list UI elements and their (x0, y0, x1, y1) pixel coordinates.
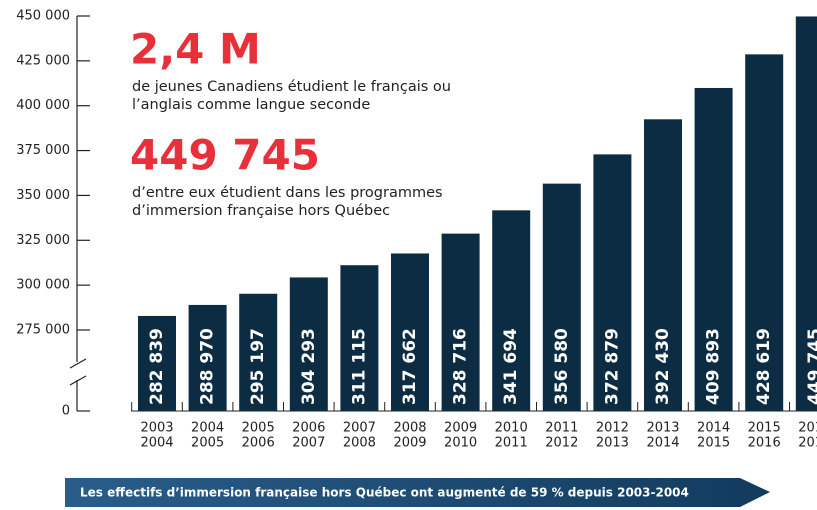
value-label: 341 694 (501, 328, 521, 405)
x-tick-label: 2003 (140, 421, 173, 436)
x-tick-label: 2014 (646, 436, 679, 451)
value-label: 449 745 (805, 328, 817, 405)
x-tick-label: 2013 (646, 421, 679, 436)
y-tick-label: 300 000 (16, 278, 70, 293)
x-tick-label: 2006 (242, 436, 275, 451)
value-label: 288 970 (198, 328, 218, 405)
axis-break (69, 358, 87, 369)
y-tick-label: 425 000 (16, 53, 70, 68)
value-label: 409 893 (704, 328, 724, 405)
x-tick-label: 2015 (697, 436, 730, 451)
x-tick-label: 2015 (748, 421, 781, 436)
bar (694, 87, 733, 412)
value-label: 317 662 (400, 328, 420, 405)
y-tick-label: 325 000 (16, 233, 70, 248)
headline: 449 745 (130, 131, 320, 180)
x-tick-label: 2016 (748, 436, 781, 451)
value-label: 282 839 (147, 328, 167, 405)
y-tick-label: 275 000 (16, 323, 70, 338)
x-tick-label: 2004 (140, 436, 173, 451)
x-tick-label: 2012 (596, 421, 629, 436)
x-tick-label: 2010 (444, 436, 477, 451)
x-tick-label: 2007 (343, 421, 376, 436)
annotation: de jeunes Canadiens étudient le français… (132, 79, 451, 95)
axis-break (69, 375, 87, 386)
x-tick-label: 2011 (545, 421, 578, 436)
bar (644, 119, 682, 411)
x-tick-label: 2008 (343, 436, 376, 451)
annotation: d’entre eux étudient dans les programmes (132, 185, 443, 201)
x-tick-label: 2009 (393, 436, 426, 451)
x-tick-label: 2013 (596, 436, 629, 451)
value-label: 304 293 (299, 328, 319, 405)
bar (138, 315, 176, 411)
bar (441, 233, 480, 411)
x-tick-label: 2005 (191, 436, 224, 451)
x-tick-label: 2009 (444, 421, 477, 436)
bar (745, 54, 784, 412)
annotation: l’anglais comme langue seconde (132, 97, 370, 113)
value-label: 372 879 (602, 328, 622, 405)
value-label: 428 619 (754, 328, 774, 405)
bar (542, 183, 581, 411)
x-tick-label: 2012 (545, 436, 578, 451)
bar (492, 210, 531, 411)
headline: 2,4 M (130, 25, 261, 74)
y-tick-label: 0 (62, 404, 70, 419)
y-tick-label: 350 000 (16, 188, 70, 203)
bar (188, 304, 227, 411)
bar (239, 293, 278, 411)
bar (593, 154, 632, 411)
y-tick-label: 450 000 (16, 9, 70, 24)
value-label: 295 197 (248, 328, 268, 405)
x-tick-label: 2010 (495, 421, 528, 436)
x-tick-label: 2007 (292, 436, 325, 451)
x-tick-label: 2016 (798, 421, 817, 436)
bar (340, 265, 379, 411)
value-label: 356 580 (552, 328, 572, 405)
x-tick-label: 2011 (495, 436, 528, 451)
x-tick-label: 2004 (191, 421, 224, 436)
bar (289, 277, 328, 411)
annotation: d’immersion française hors Québec (132, 203, 390, 219)
bar (391, 253, 429, 411)
value-label: 392 430 (653, 328, 673, 405)
y-tick-label: 375 000 (16, 143, 70, 158)
footer-text: Les effectifs d’immersion française hors… (80, 486, 689, 500)
x-tick-label: 2006 (292, 421, 325, 436)
value-label: 328 716 (451, 328, 471, 405)
y-tick-label: 400 000 (16, 98, 70, 113)
footer-arrow (65, 478, 770, 507)
value-label: 311 115 (349, 328, 369, 405)
x-tick-label: 2008 (393, 421, 426, 436)
x-tick-label: 2017 (798, 436, 817, 451)
x-tick-label: 2014 (697, 421, 730, 436)
x-tick-label: 2005 (242, 421, 275, 436)
bar (795, 16, 817, 411)
